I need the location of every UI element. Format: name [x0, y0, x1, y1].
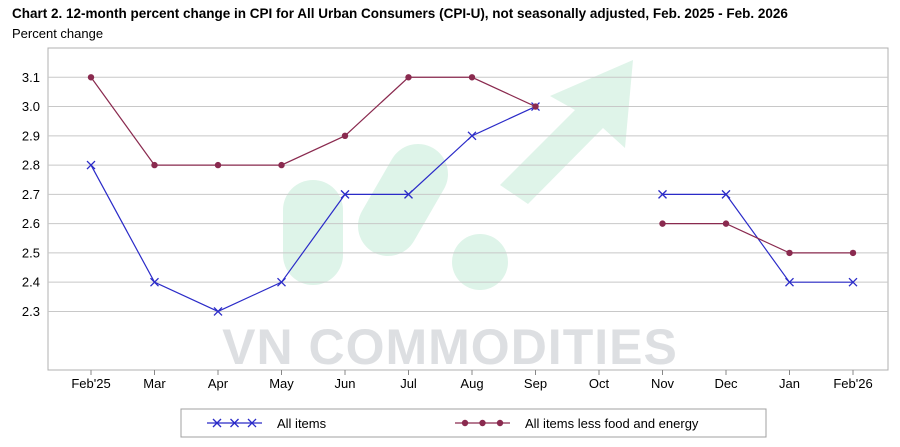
y-axis-label: Percent change — [12, 26, 104, 41]
x-tick-label: May — [269, 376, 294, 391]
y-tick-label: 2.9 — [22, 128, 40, 143]
series-line-all-items — [90, 106, 536, 313]
x-tick-label: Dec — [714, 376, 738, 391]
legend-item-core: All items less food and energy — [455, 416, 699, 431]
y-axis-ticks: 2.3 2.4 2.5 2.6 2.7 2.8 2.9 3.0 3.1 — [22, 70, 40, 319]
x-tick-label: Feb'25 — [71, 376, 110, 391]
point-core — [468, 74, 476, 81]
x-tick-label: Feb'26 — [833, 376, 872, 391]
legend: All items All items less food and energy — [207, 416, 699, 431]
point-all-items — [658, 189, 667, 199]
y-tick-label: 2.8 — [22, 158, 40, 173]
point-core — [849, 249, 857, 257]
point-all-items — [785, 277, 794, 287]
point-core — [341, 132, 349, 140]
watermark-text: VN COMMODITIES — [222, 319, 678, 375]
legend-marker — [212, 418, 222, 428]
x-tick-label: Oct — [589, 376, 610, 391]
point-all-items — [848, 277, 858, 287]
point-all-items — [467, 131, 477, 141]
x-tick-label: Mar — [143, 376, 166, 391]
series-core — [87, 74, 857, 257]
legend-item-all-items: All items — [207, 416, 327, 431]
point-core — [532, 103, 539, 110]
legend-marker — [479, 419, 486, 427]
series-layer — [86, 74, 858, 316]
y-tick-label: 2.5 — [22, 245, 40, 260]
legend-marker — [461, 419, 469, 427]
legend-label: All items less food and energy — [525, 416, 699, 431]
watermark-arrow-shape — [500, 60, 633, 204]
point-all-items — [404, 189, 413, 199]
point-all-items — [86, 160, 96, 170]
point-core — [214, 161, 222, 169]
point-core — [87, 74, 95, 81]
point-core — [151, 161, 158, 169]
point-all-items — [721, 189, 731, 199]
legend-marker — [230, 418, 239, 428]
chart-title: Chart 2. 12-month percent change in CPI … — [12, 6, 788, 21]
series-line-core — [662, 223, 853, 254]
x-tick-label: Apr — [208, 376, 229, 391]
point-core — [278, 161, 285, 169]
point-core — [405, 74, 412, 81]
x-tick-label: Sep — [524, 376, 547, 391]
x-tick-label: Jul — [400, 376, 417, 391]
legend-marker — [496, 419, 504, 427]
series-all-items — [86, 102, 858, 316]
point-all-items — [150, 277, 159, 287]
point-all-items — [277, 277, 286, 287]
x-tick-label: Aug — [460, 376, 483, 391]
x-tick-label: Nov — [651, 376, 675, 391]
legend-label: All items — [277, 416, 327, 431]
point-core — [722, 220, 730, 227]
plot-area-border — [47, 47, 889, 371]
x-tick-label: Jun — [335, 376, 356, 391]
series-line-core — [90, 76, 536, 166]
y-tick-label: 3.0 — [22, 99, 40, 114]
y-tick-label: 2.3 — [22, 304, 40, 319]
y-tick-label: 2.4 — [22, 275, 40, 290]
point-all-items — [213, 306, 223, 316]
y-tick-label: 2.6 — [22, 216, 40, 231]
y-tick-label: 3.1 — [22, 70, 40, 85]
legend-marker — [247, 418, 257, 428]
watermark: VN COMMODITIES — [222, 60, 678, 375]
point-core — [786, 249, 793, 257]
x-tick-label: Jan — [779, 376, 800, 391]
y-tick-label: 2.7 — [22, 187, 40, 202]
x-axis-ticks: Feb'25 Mar Apr May Jun Jul Aug Sep Oct Nov Dec Jan F… — [71, 370, 873, 391]
point-core — [659, 220, 666, 227]
watermark-bars — [283, 144, 508, 290]
point-all-items — [340, 189, 350, 199]
